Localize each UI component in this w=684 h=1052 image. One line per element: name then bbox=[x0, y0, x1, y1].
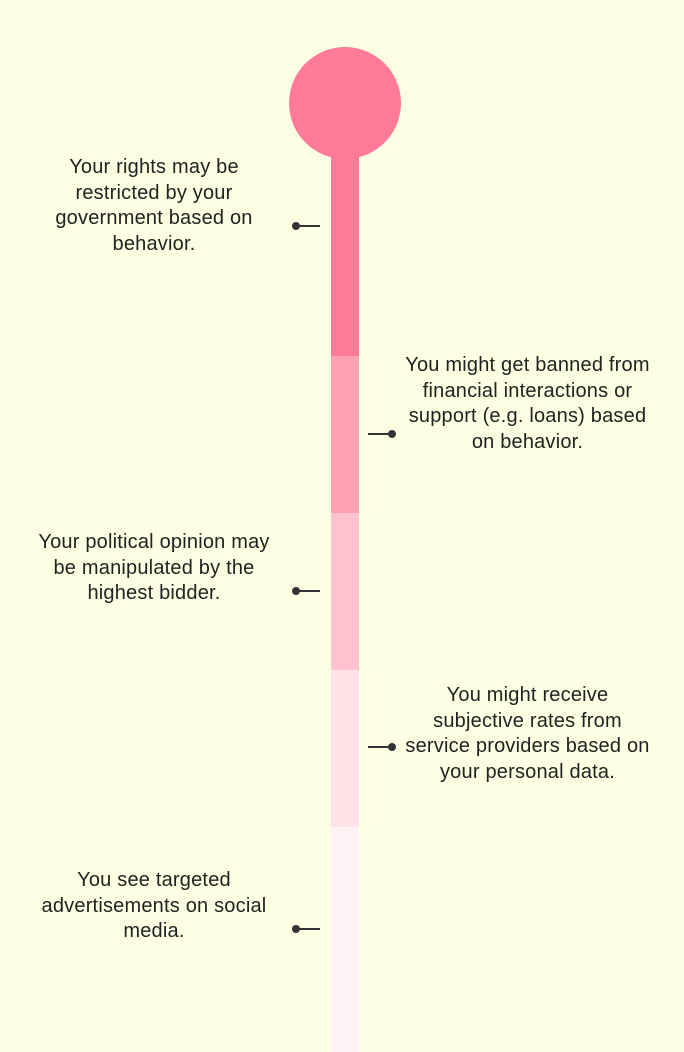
item-2-connector-dot bbox=[388, 430, 396, 438]
item-4-connector-dot bbox=[388, 743, 396, 751]
scale-segment-5 bbox=[331, 827, 359, 1052]
item-1-text: Your rights may be restricted by your go… bbox=[55, 156, 253, 255]
scale-segment-1 bbox=[331, 140, 359, 356]
item-3-text: Your political opinion may be manipulate… bbox=[38, 531, 270, 604]
item-2-connector bbox=[368, 433, 392, 435]
scale-segment-2 bbox=[331, 356, 359, 513]
item-3-connector bbox=[296, 590, 320, 592]
item-2-text: You might get banned from financial inte… bbox=[405, 354, 650, 453]
item-4-connector bbox=[368, 746, 392, 748]
scale-segment-4 bbox=[331, 670, 359, 827]
scale-segment-3 bbox=[331, 513, 359, 670]
item-1-connector bbox=[296, 225, 320, 227]
item-5-text: You see targeted advertisements on socia… bbox=[41, 869, 267, 942]
item-5-connector bbox=[296, 928, 320, 930]
item-4-text: You might receive subjective rates from … bbox=[405, 684, 650, 783]
